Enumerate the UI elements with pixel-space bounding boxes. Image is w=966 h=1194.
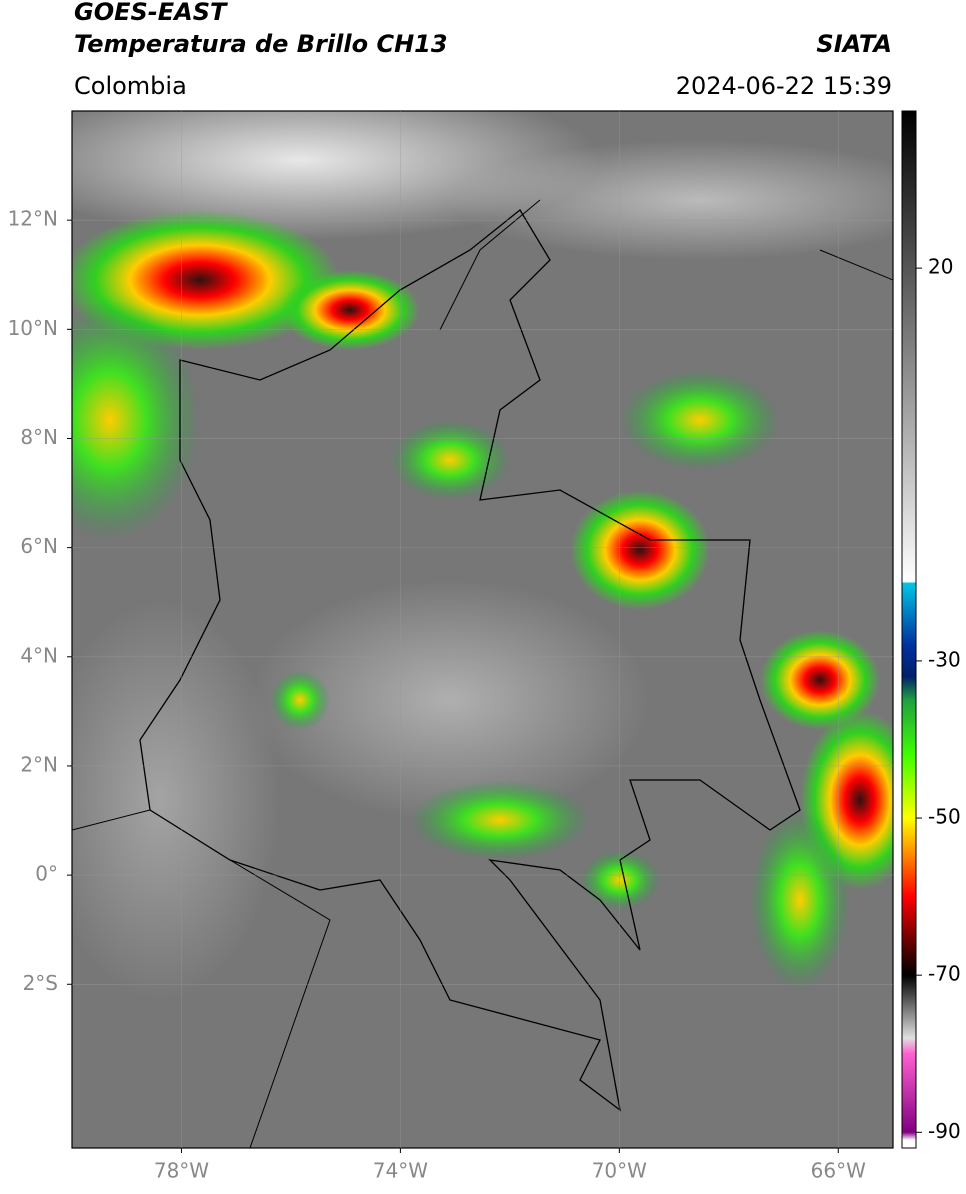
colorbar-label: -70 <box>928 962 961 986</box>
y-tick-label: 4°N <box>20 643 58 667</box>
source: SIATA <box>816 30 892 58</box>
y-tick-label: 8°N <box>20 425 58 449</box>
y-tick-label: 2°N <box>20 752 58 776</box>
y-tick-label: 2°S <box>23 971 58 995</box>
colorbar-label: 20 <box>928 255 953 279</box>
subtitle: Temperatura de Brillo CH13 <box>74 30 448 58</box>
satellite-image <box>72 111 893 1148</box>
datetime: 2024-06-22 15:39 <box>676 72 892 100</box>
x-tick-label: 66°W <box>811 1159 866 1183</box>
y-tick-label: 12°N <box>8 207 58 231</box>
title: GOES-EAST <box>74 0 228 26</box>
x-tick-label: 70°W <box>592 1159 647 1183</box>
y-tick-label: 10°N <box>8 316 58 340</box>
map-frame <box>71 110 894 1149</box>
x-tick-label: 78°W <box>154 1159 209 1183</box>
region: Colombia <box>74 72 187 100</box>
y-tick-label: 0° <box>35 862 58 886</box>
y-tick-label: 6°N <box>20 534 58 558</box>
x-tick-label: 74°W <box>373 1159 428 1183</box>
colorbar-label: -30 <box>928 647 961 671</box>
colorbar-label: -50 <box>928 805 961 829</box>
colorbar <box>901 110 917 1149</box>
colorbar-label: -90 <box>928 1119 961 1143</box>
